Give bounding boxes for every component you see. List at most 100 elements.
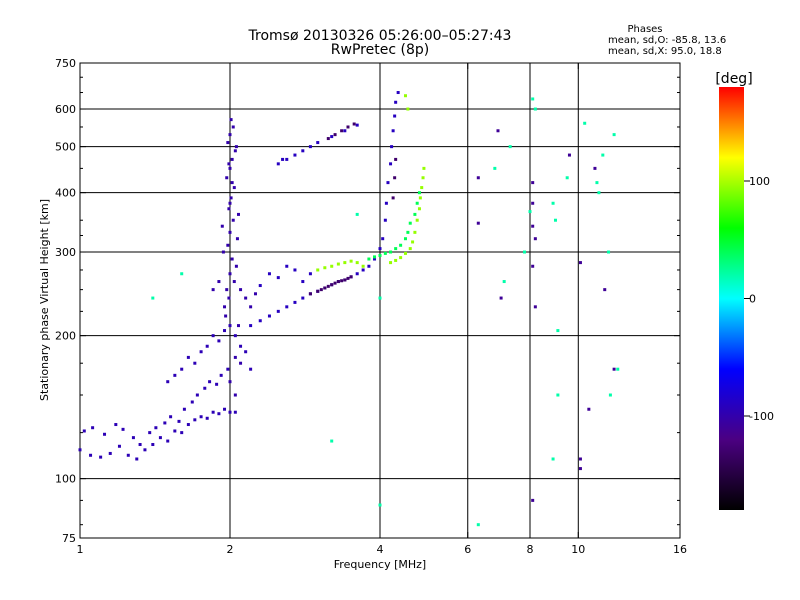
stats-line-x: mean, sd,X: 95.0, 18.8 <box>608 46 722 57</box>
data-point <box>193 418 197 422</box>
data-point <box>408 247 412 251</box>
series-group <box>78 324 253 461</box>
data-point <box>508 145 512 149</box>
data-point <box>316 141 320 145</box>
stats-line-o: mean, sd,O: -85.8, 13.6 <box>608 35 726 46</box>
data-point <box>249 305 253 309</box>
data-point <box>182 407 186 411</box>
plot-area: 1 2 4 6 8 10 16 75 100 200 300 400 500 600 750 <box>55 57 687 556</box>
data-point <box>394 100 398 104</box>
data-point <box>224 314 228 318</box>
data-point <box>227 162 231 166</box>
data-point <box>373 257 377 261</box>
data-point <box>308 145 312 149</box>
data-point <box>367 257 371 261</box>
series-group <box>249 91 400 328</box>
series-group <box>316 94 426 272</box>
grid-layer <box>80 63 680 538</box>
data-point <box>390 145 394 149</box>
data-point <box>276 276 280 280</box>
data-point <box>336 280 340 284</box>
data-point <box>340 129 344 133</box>
data-point <box>608 393 612 397</box>
data-point <box>177 419 181 423</box>
data-point <box>352 122 356 126</box>
data-point <box>373 255 377 259</box>
data-point <box>349 259 353 263</box>
data-point <box>226 367 230 371</box>
data-point <box>418 196 422 200</box>
data-point <box>389 162 393 166</box>
series-group <box>151 97 620 527</box>
series-group <box>367 191 421 261</box>
colorbar: [deg] -100 0 100 <box>715 71 774 510</box>
data-point <box>394 258 398 262</box>
data-point <box>420 186 424 190</box>
data-point <box>343 278 347 282</box>
data-point <box>205 344 209 348</box>
data-point <box>496 129 500 133</box>
data-point <box>253 292 257 296</box>
data-point <box>411 240 415 244</box>
y-tick-label: 500 <box>55 141 76 154</box>
data-point <box>333 133 337 137</box>
data-point <box>330 264 334 268</box>
data-point <box>476 523 480 527</box>
colorbar-tick-label: 0 <box>749 293 756 306</box>
colorbar-label: [deg] <box>715 71 752 87</box>
data-point <box>616 367 620 371</box>
data-point <box>244 350 248 354</box>
data-point <box>211 334 215 338</box>
data-point <box>361 264 365 268</box>
data-point <box>565 176 569 180</box>
data-point <box>528 210 532 214</box>
data-point <box>578 457 582 461</box>
data-point <box>232 280 236 284</box>
data-point <box>301 296 305 300</box>
data-point <box>219 373 223 377</box>
y-tick-label: 200 <box>55 330 76 343</box>
x-tick-label: 6 <box>464 543 471 556</box>
data-point <box>233 410 237 414</box>
data-point <box>166 439 170 443</box>
data-point <box>502 280 506 284</box>
data-point <box>249 367 253 371</box>
data-point <box>301 149 305 153</box>
data-point <box>403 237 407 241</box>
data-point <box>82 429 86 433</box>
x-tick-label: 2 <box>227 543 234 556</box>
data-point <box>330 135 334 139</box>
data-point <box>221 250 225 254</box>
data-point <box>99 455 103 459</box>
data-point <box>226 141 230 145</box>
data-point <box>233 334 237 338</box>
data-point <box>383 218 387 222</box>
data-point <box>343 129 347 133</box>
y-tick-label: 75 <box>62 532 76 545</box>
data-point <box>319 288 323 292</box>
data-point <box>173 429 177 433</box>
data-point <box>230 157 234 161</box>
data-point <box>417 191 421 195</box>
data-point <box>281 157 285 161</box>
data-point <box>340 279 344 283</box>
data-point <box>413 212 417 216</box>
data-point <box>217 280 221 284</box>
data-point <box>225 176 229 180</box>
data-point <box>391 129 395 133</box>
data-point <box>421 176 425 180</box>
data-point <box>220 224 224 228</box>
data-point <box>151 443 155 447</box>
y-tick-label: 400 <box>55 187 76 200</box>
data-point <box>135 457 139 461</box>
data-point <box>267 314 271 318</box>
colorbar-ticks: -100 0 100 <box>744 175 774 423</box>
data-point <box>158 436 162 440</box>
data-point <box>231 218 235 222</box>
data-point <box>393 114 397 118</box>
data-point <box>578 261 582 265</box>
data-point <box>326 284 330 288</box>
data-point <box>601 153 605 157</box>
data-point <box>355 261 359 265</box>
y-tick-label: 300 <box>55 246 76 259</box>
